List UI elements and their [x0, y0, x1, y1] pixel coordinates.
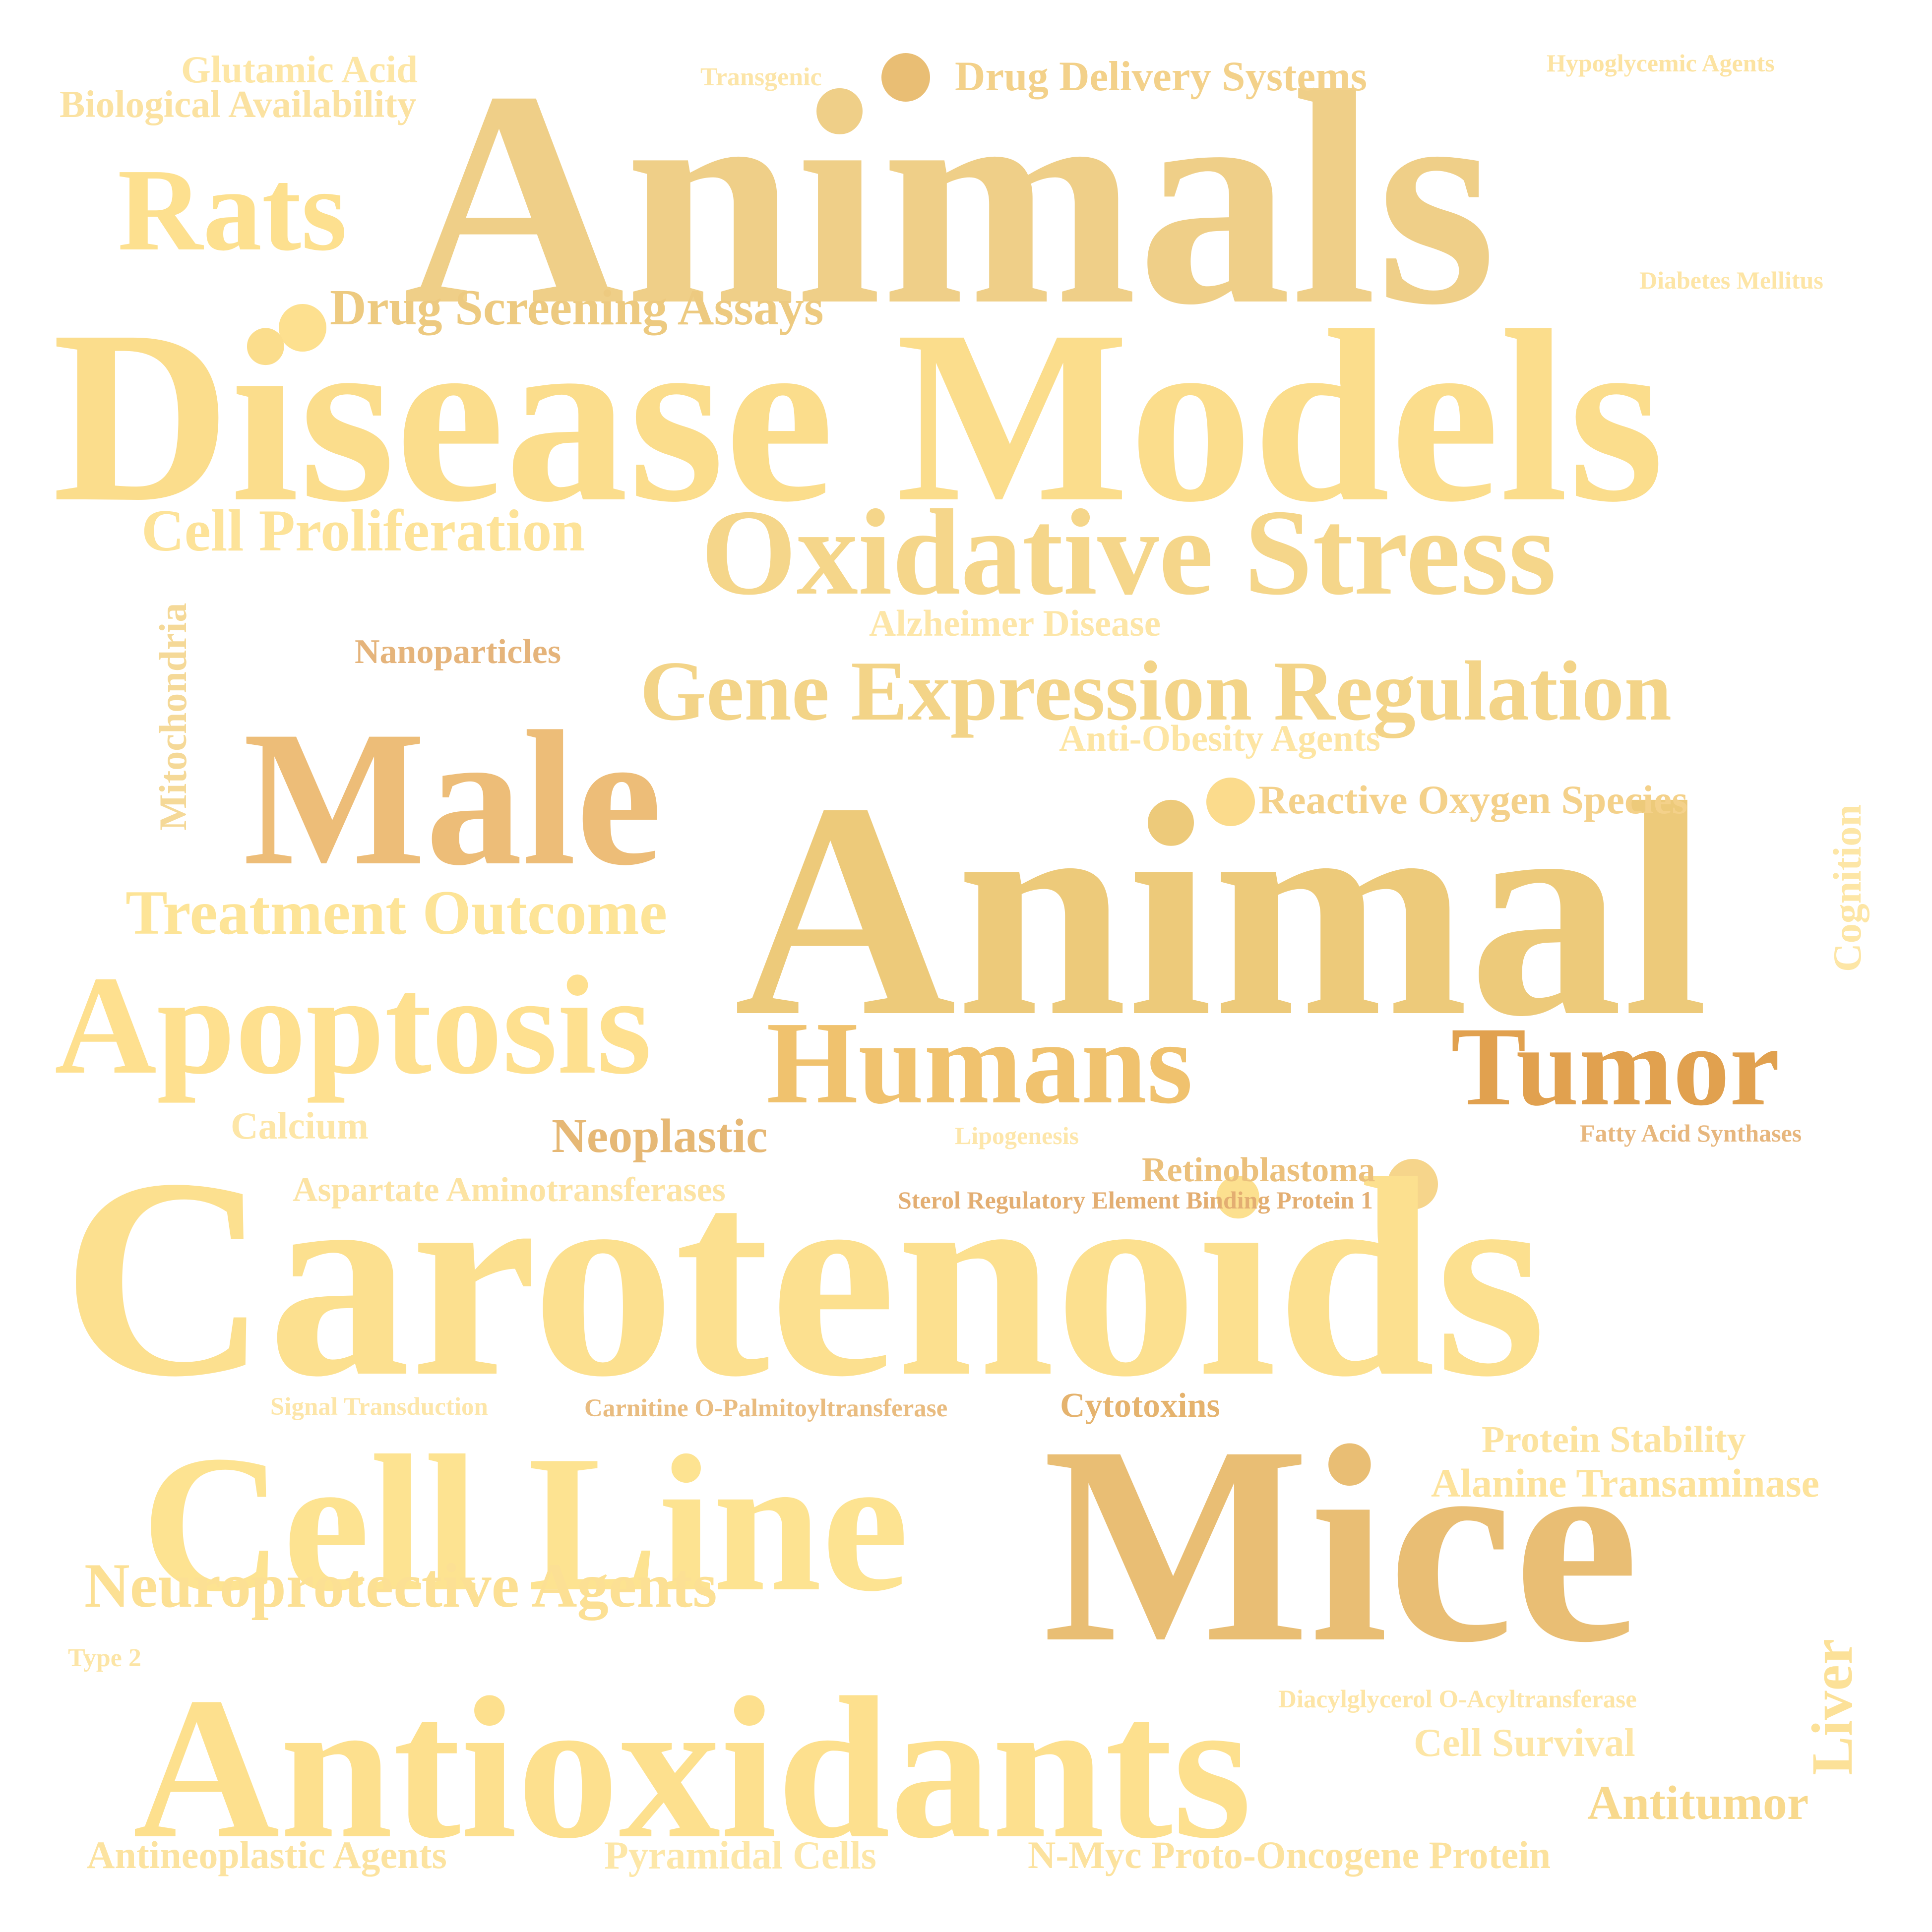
word: Protein Stability: [1482, 1419, 1746, 1460]
word: Neoplastic: [552, 1109, 768, 1163]
word: Diabetes Mellitus: [1639, 266, 1823, 294]
word: Retinoblastoma: [1142, 1151, 1375, 1189]
word: Animals: [403, 28, 1496, 368]
word: Aspartate Aminotransferases: [293, 1171, 726, 1209]
word: Antitumor: [1587, 1776, 1809, 1830]
dot-mark: [1387, 1159, 1438, 1209]
word: Neuroprotective Agents: [84, 1551, 717, 1621]
word: Oxidative Stress: [701, 484, 1557, 620]
word: Biological Availability: [60, 83, 417, 125]
word: Male: [243, 691, 662, 906]
word: Signal Transduction: [270, 1393, 488, 1421]
word: Apoptosis: [55, 947, 652, 1103]
word: Tumor: [1451, 1004, 1780, 1129]
word: Lipogenesis: [955, 1122, 1079, 1149]
word: Pyramidal Cells: [604, 1834, 876, 1877]
word: Humans: [766, 998, 1193, 1128]
word: Mice: [1043, 1388, 1639, 1701]
word: Carotenoids: [62, 1120, 1547, 1436]
word: Drug Delivery Systems: [955, 53, 1367, 100]
word: Gene Expression Regulation: [640, 644, 1672, 738]
word: Anti-Obesity Agents: [1059, 718, 1380, 759]
word: Cell Proliferation: [141, 497, 585, 563]
word: Animal: [734, 740, 1708, 1080]
word-vertical: Cognition: [1826, 804, 1870, 972]
word: Reactive Oxygen Species: [1258, 777, 1688, 822]
word: Type 2: [68, 1644, 141, 1672]
word: Alanine Transaminase: [1431, 1460, 1819, 1506]
word: Fatty Acid Synthases: [1580, 1119, 1802, 1147]
word: Cell Survival: [1414, 1721, 1635, 1765]
word: Sterol Regulatory Element Binding Protei…: [898, 1186, 1373, 1214]
word-vertical: Mitochondria: [151, 603, 194, 831]
word: Rats: [118, 145, 347, 275]
word: Cytotoxins: [1060, 1387, 1220, 1425]
word: Hypoglycemic Agents: [1547, 49, 1775, 77]
word: Drug Screening Assays: [330, 280, 824, 336]
word: Alzheimer Disease: [869, 603, 1161, 644]
word-vertical: Liver: [1800, 1638, 1865, 1775]
word: Disease Models: [52, 279, 1665, 553]
word: Nanoparticles: [355, 633, 561, 671]
dot-mark: [279, 304, 326, 352]
word: Calcium: [231, 1104, 369, 1147]
word: Antioxidants: [133, 1655, 1252, 1880]
word: N-Myc Proto-Oncogene Protein: [1028, 1833, 1551, 1876]
word: Glutamic Acid: [181, 48, 418, 91]
word: Carnitine O-Palmitoyltransferase: [584, 1394, 948, 1422]
word: Treatment Outcome: [125, 878, 668, 948]
word: Cell Line: [141, 1415, 909, 1632]
word: Diacylglycerol O-Acyltransferase: [1278, 1686, 1637, 1713]
dot-mark: [1206, 778, 1255, 826]
dot-mark: [881, 53, 930, 102]
word: Transgenic: [700, 63, 822, 91]
word: Antineoplastic Agents: [87, 1833, 447, 1876]
